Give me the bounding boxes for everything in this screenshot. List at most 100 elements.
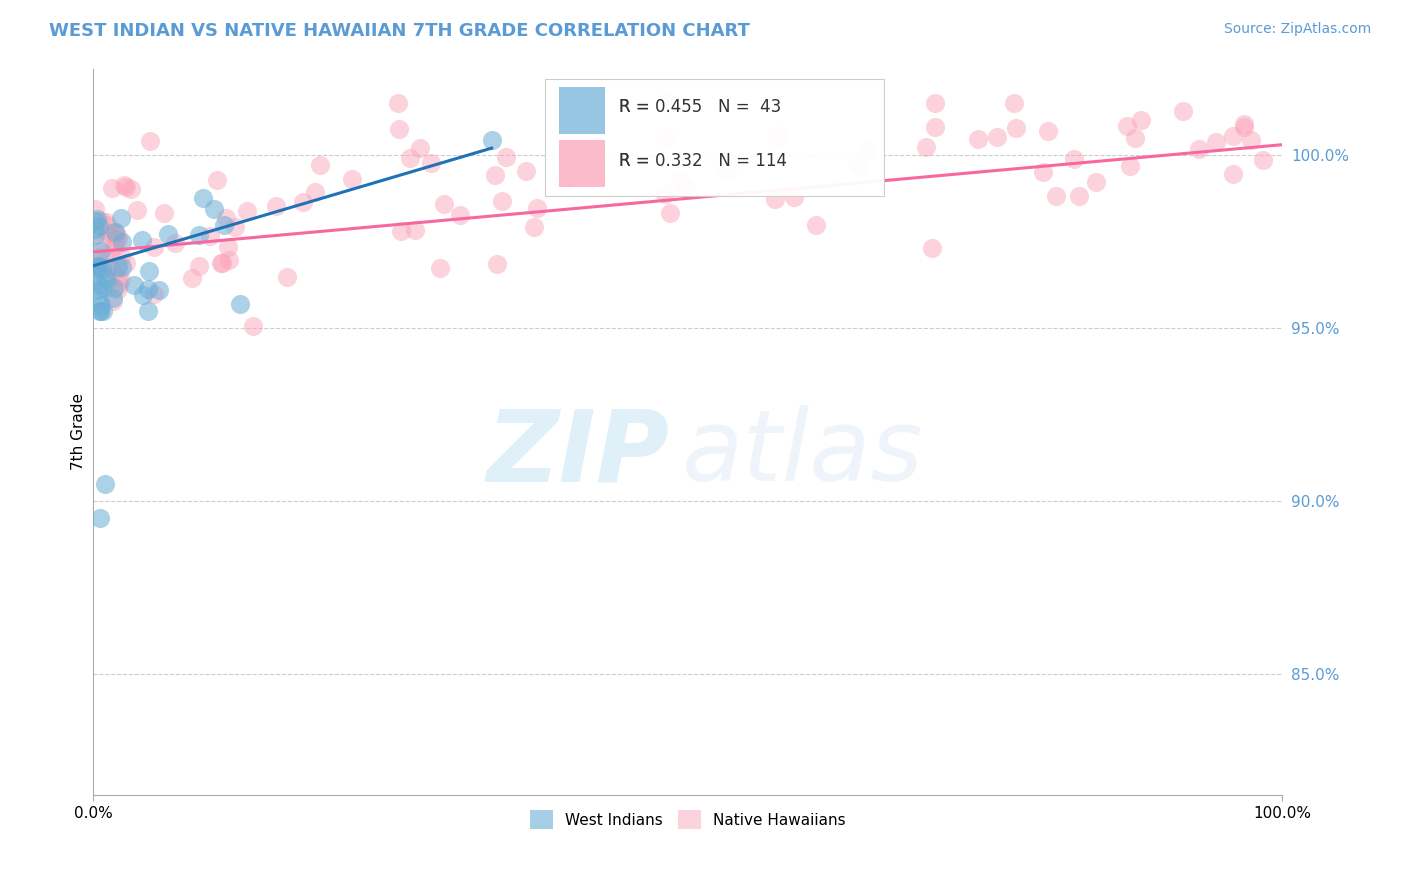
Point	[188, 227, 211, 242]
Point	[486, 257, 509, 271]
Point	[553, 175, 575, 189]
Point	[187, 259, 209, 273]
Point	[387, 96, 409, 111]
Point	[804, 218, 827, 232]
Point	[112, 178, 135, 192]
Point	[218, 253, 240, 268]
Point	[84, 259, 107, 273]
Point	[491, 194, 513, 208]
Point	[87, 219, 110, 234]
Point	[125, 202, 148, 217]
Point	[91, 281, 114, 295]
Text: WEST INDIAN VS NATIVE HAWAIIAN 7TH GRADE CORRELATION CHART: WEST INDIAN VS NATIVE HAWAIIAN 7TH GRADE…	[49, 22, 749, 40]
Point	[1063, 153, 1085, 167]
Point	[924, 120, 946, 134]
Point	[107, 269, 129, 284]
Point	[211, 256, 233, 270]
Point	[654, 129, 676, 144]
Point	[104, 225, 127, 239]
Point	[209, 255, 232, 269]
Point	[90, 214, 112, 228]
Point	[921, 241, 943, 255]
Bar	[560, 140, 605, 187]
Point	[671, 173, 693, 187]
Point	[110, 235, 132, 249]
Point	[1038, 123, 1060, 137]
Point	[91, 261, 114, 276]
Point	[1205, 135, 1227, 149]
Point	[138, 263, 160, 277]
Point	[389, 224, 412, 238]
Bar	[560, 87, 605, 134]
Point	[152, 206, 174, 220]
Point	[180, 270, 202, 285]
Point	[523, 219, 546, 234]
Text: ZIP: ZIP	[486, 405, 671, 502]
Point	[1171, 104, 1194, 119]
Point	[105, 227, 128, 242]
Point	[309, 158, 332, 172]
Point	[110, 249, 132, 263]
Point	[1032, 165, 1054, 179]
Legend: West Indians, Native Hawaiians: West Indians, Native Hawaiians	[524, 805, 852, 835]
Point	[84, 275, 107, 289]
Point	[105, 233, 128, 247]
Point	[86, 260, 108, 274]
Point	[304, 185, 326, 199]
Y-axis label: 7th Grade: 7th Grade	[72, 393, 86, 470]
Point	[111, 260, 134, 274]
Point	[229, 297, 252, 311]
Point	[217, 240, 239, 254]
Point	[148, 283, 170, 297]
Point	[100, 181, 122, 195]
Point	[96, 272, 118, 286]
Point	[675, 179, 697, 194]
Point	[87, 260, 110, 274]
Point	[1045, 188, 1067, 202]
Point	[215, 211, 238, 225]
Point	[96, 219, 118, 233]
Point	[143, 240, 166, 254]
Point	[107, 232, 129, 246]
Point	[429, 261, 451, 276]
Point	[87, 283, 110, 297]
Point	[1005, 121, 1028, 136]
Point	[100, 226, 122, 240]
Point	[924, 96, 946, 111]
Point	[224, 219, 246, 234]
Point	[142, 287, 165, 301]
Point	[763, 192, 786, 206]
Point	[89, 303, 111, 318]
Point	[156, 227, 179, 241]
Point	[86, 259, 108, 273]
Point	[87, 251, 110, 265]
Point	[449, 208, 471, 222]
Point	[1115, 119, 1137, 133]
Point	[86, 260, 108, 275]
Point	[404, 223, 426, 237]
Point	[97, 227, 120, 241]
Point	[104, 226, 127, 240]
Point	[114, 256, 136, 270]
Point	[967, 131, 990, 145]
Point	[1002, 96, 1025, 111]
Point	[658, 206, 681, 220]
Point	[1232, 117, 1254, 131]
Text: R =: R =	[619, 152, 655, 169]
Point	[163, 236, 186, 251]
Point	[101, 264, 124, 278]
Point	[191, 192, 214, 206]
Point	[1222, 167, 1244, 181]
Point	[104, 239, 127, 253]
Point	[340, 172, 363, 186]
Point	[139, 134, 162, 148]
Point	[212, 218, 235, 232]
Point	[89, 511, 111, 525]
Point	[399, 152, 422, 166]
Point	[84, 214, 107, 228]
Point	[122, 277, 145, 292]
Point	[495, 150, 517, 164]
Point	[91, 234, 114, 248]
Point	[1085, 175, 1108, 189]
Point	[94, 269, 117, 284]
